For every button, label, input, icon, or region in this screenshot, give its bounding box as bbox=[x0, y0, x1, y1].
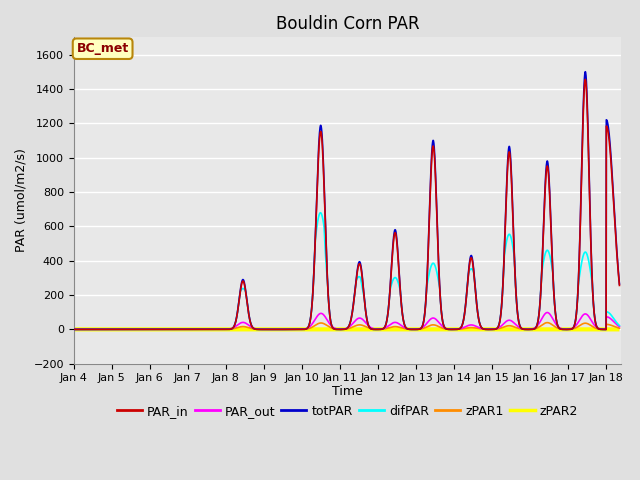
Title: Bouldin Corn PAR: Bouldin Corn PAR bbox=[276, 15, 419, 33]
Legend: PAR_in, PAR_out, totPAR, difPAR, zPAR1, zPAR2: PAR_in, PAR_out, totPAR, difPAR, zPAR1, … bbox=[112, 400, 584, 423]
Y-axis label: PAR (umol/m2/s): PAR (umol/m2/s) bbox=[15, 149, 28, 252]
Text: BC_met: BC_met bbox=[77, 42, 129, 55]
X-axis label: Time: Time bbox=[332, 385, 363, 398]
